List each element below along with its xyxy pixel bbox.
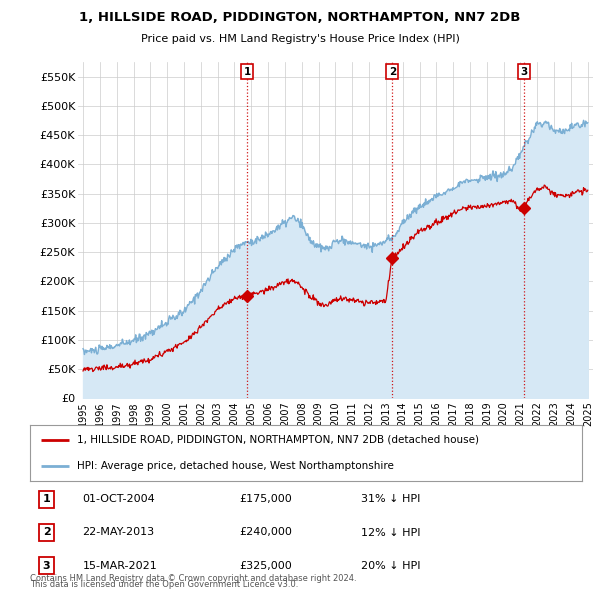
Text: 2: 2 [43, 527, 50, 537]
Text: 01-OCT-2004: 01-OCT-2004 [82, 494, 155, 504]
Text: 31% ↓ HPI: 31% ↓ HPI [361, 494, 421, 504]
Text: 22-MAY-2013: 22-MAY-2013 [82, 527, 155, 537]
Text: Price paid vs. HM Land Registry's House Price Index (HPI): Price paid vs. HM Land Registry's House … [140, 34, 460, 44]
Text: £175,000: £175,000 [240, 494, 293, 504]
Text: HPI: Average price, detached house, West Northamptonshire: HPI: Average price, detached house, West… [77, 461, 394, 471]
Text: 1: 1 [244, 67, 251, 77]
Text: 20% ↓ HPI: 20% ↓ HPI [361, 560, 421, 571]
Text: 2: 2 [389, 67, 396, 77]
Text: £325,000: £325,000 [240, 560, 293, 571]
Text: 12% ↓ HPI: 12% ↓ HPI [361, 527, 421, 537]
Text: 3: 3 [43, 560, 50, 571]
Text: 1, HILLSIDE ROAD, PIDDINGTON, NORTHAMPTON, NN7 2DB (detached house): 1, HILLSIDE ROAD, PIDDINGTON, NORTHAMPTO… [77, 435, 479, 445]
Text: 15-MAR-2021: 15-MAR-2021 [82, 560, 157, 571]
Text: 1: 1 [43, 494, 50, 504]
Text: 3: 3 [520, 67, 527, 77]
Text: Contains HM Land Registry data © Crown copyright and database right 2024.: Contains HM Land Registry data © Crown c… [30, 574, 356, 583]
Text: This data is licensed under the Open Government Licence v3.0.: This data is licensed under the Open Gov… [30, 581, 298, 589]
Text: 1, HILLSIDE ROAD, PIDDINGTON, NORTHAMPTON, NN7 2DB: 1, HILLSIDE ROAD, PIDDINGTON, NORTHAMPTO… [79, 11, 521, 24]
Text: £240,000: £240,000 [240, 527, 293, 537]
